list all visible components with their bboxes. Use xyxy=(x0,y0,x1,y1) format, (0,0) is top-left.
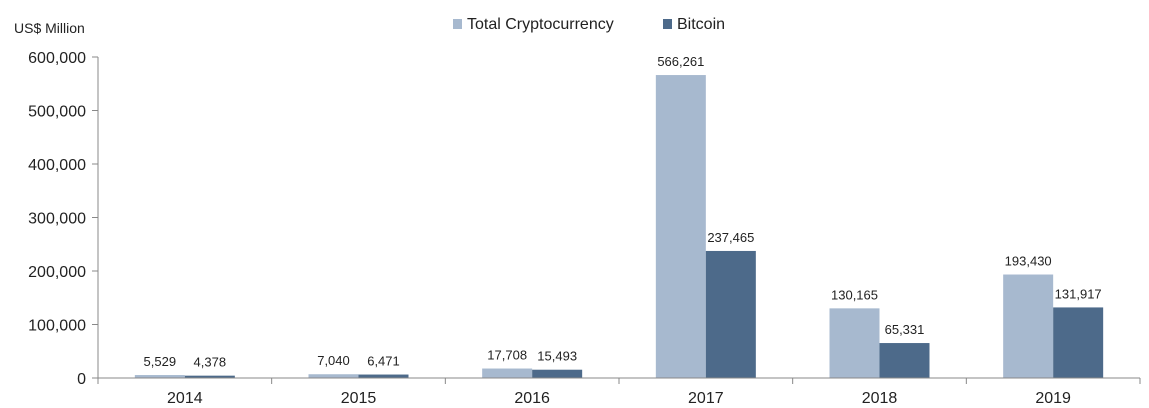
y-tick-label: 400,000 xyxy=(28,157,86,174)
bar-total-cryptocurrency-2014 xyxy=(134,375,185,378)
x-tick-label: 2019 xyxy=(1035,390,1071,407)
data-label-total-cryptocurrency-2018: 130,165 xyxy=(831,287,878,302)
bar-bitcoin-2015 xyxy=(358,374,409,378)
bar-bitcoin-2018 xyxy=(879,343,930,378)
bar-bitcoin-2017 xyxy=(705,250,756,378)
y-tick-label: 100,000 xyxy=(28,318,86,335)
x-tick-label: 2016 xyxy=(514,390,550,407)
data-label-bitcoin-2018: 65,331 xyxy=(885,322,925,337)
legend-swatch-total-cryptocurrency xyxy=(453,19,462,29)
bar-bitcoin-2014 xyxy=(184,375,235,378)
bar-total-cryptocurrency-2017 xyxy=(655,75,706,379)
data-label-total-cryptocurrency-2015: 7,040 xyxy=(317,353,350,368)
bar-total-cryptocurrency-2015 xyxy=(308,374,359,378)
x-tick-label: 2014 xyxy=(167,390,203,407)
y-tick-label: 300,000 xyxy=(28,211,86,228)
data-label-total-cryptocurrency-2014: 5,529 xyxy=(144,354,177,369)
data-label-bitcoin-2015: 6,471 xyxy=(367,354,400,369)
y-axis-unit-label: US$ Million xyxy=(14,20,85,36)
bars: 5,529 4,378 7,040 6,471 17,708 15,493 566,261 2… xyxy=(134,54,1104,379)
data-label-bitcoin-2014: 4,378 xyxy=(194,355,227,370)
data-label-bitcoin-2016: 15,493 xyxy=(537,349,577,364)
x-axis: 2014 2015 2016 2017 2018 2019 xyxy=(97,377,1141,407)
data-label-total-cryptocurrency-2016: 17,708 xyxy=(487,348,527,363)
y-tick-label: 200,000 xyxy=(28,264,86,281)
data-label-total-cryptocurrency-2017: 566,261 xyxy=(657,54,704,69)
x-tick-label: 2017 xyxy=(688,390,724,407)
y-axis: 0 100,000 200,000 300,000 400,000 500,000 600,… xyxy=(28,50,99,388)
bar-bitcoin-2019 xyxy=(1053,307,1104,378)
bar-total-cryptocurrency-2018 xyxy=(829,308,880,378)
x-tick-label: 2018 xyxy=(862,390,898,407)
x-tick-label: 2015 xyxy=(341,390,377,407)
data-label-bitcoin-2019: 131,917 xyxy=(1055,286,1102,301)
data-label-bitcoin-2017: 237,465 xyxy=(707,230,754,245)
y-tick-label: 0 xyxy=(77,371,86,388)
legend-label-total-cryptocurrency: Total Cryptocurrency xyxy=(467,16,614,33)
bar-total-cryptocurrency-2016 xyxy=(482,368,533,378)
y-tick-label: 600,000 xyxy=(28,50,86,67)
bar-bitcoin-2016 xyxy=(532,369,583,378)
legend-swatch-bitcoin xyxy=(663,19,672,29)
y-tick-label: 500,000 xyxy=(28,104,86,121)
bar-total-cryptocurrency-2019 xyxy=(1003,274,1054,378)
legend: Total Cryptocurrency Bitcoin xyxy=(453,16,725,33)
legend-label-bitcoin: Bitcoin xyxy=(677,16,725,33)
data-label-total-cryptocurrency-2019: 193,430 xyxy=(1005,254,1052,269)
